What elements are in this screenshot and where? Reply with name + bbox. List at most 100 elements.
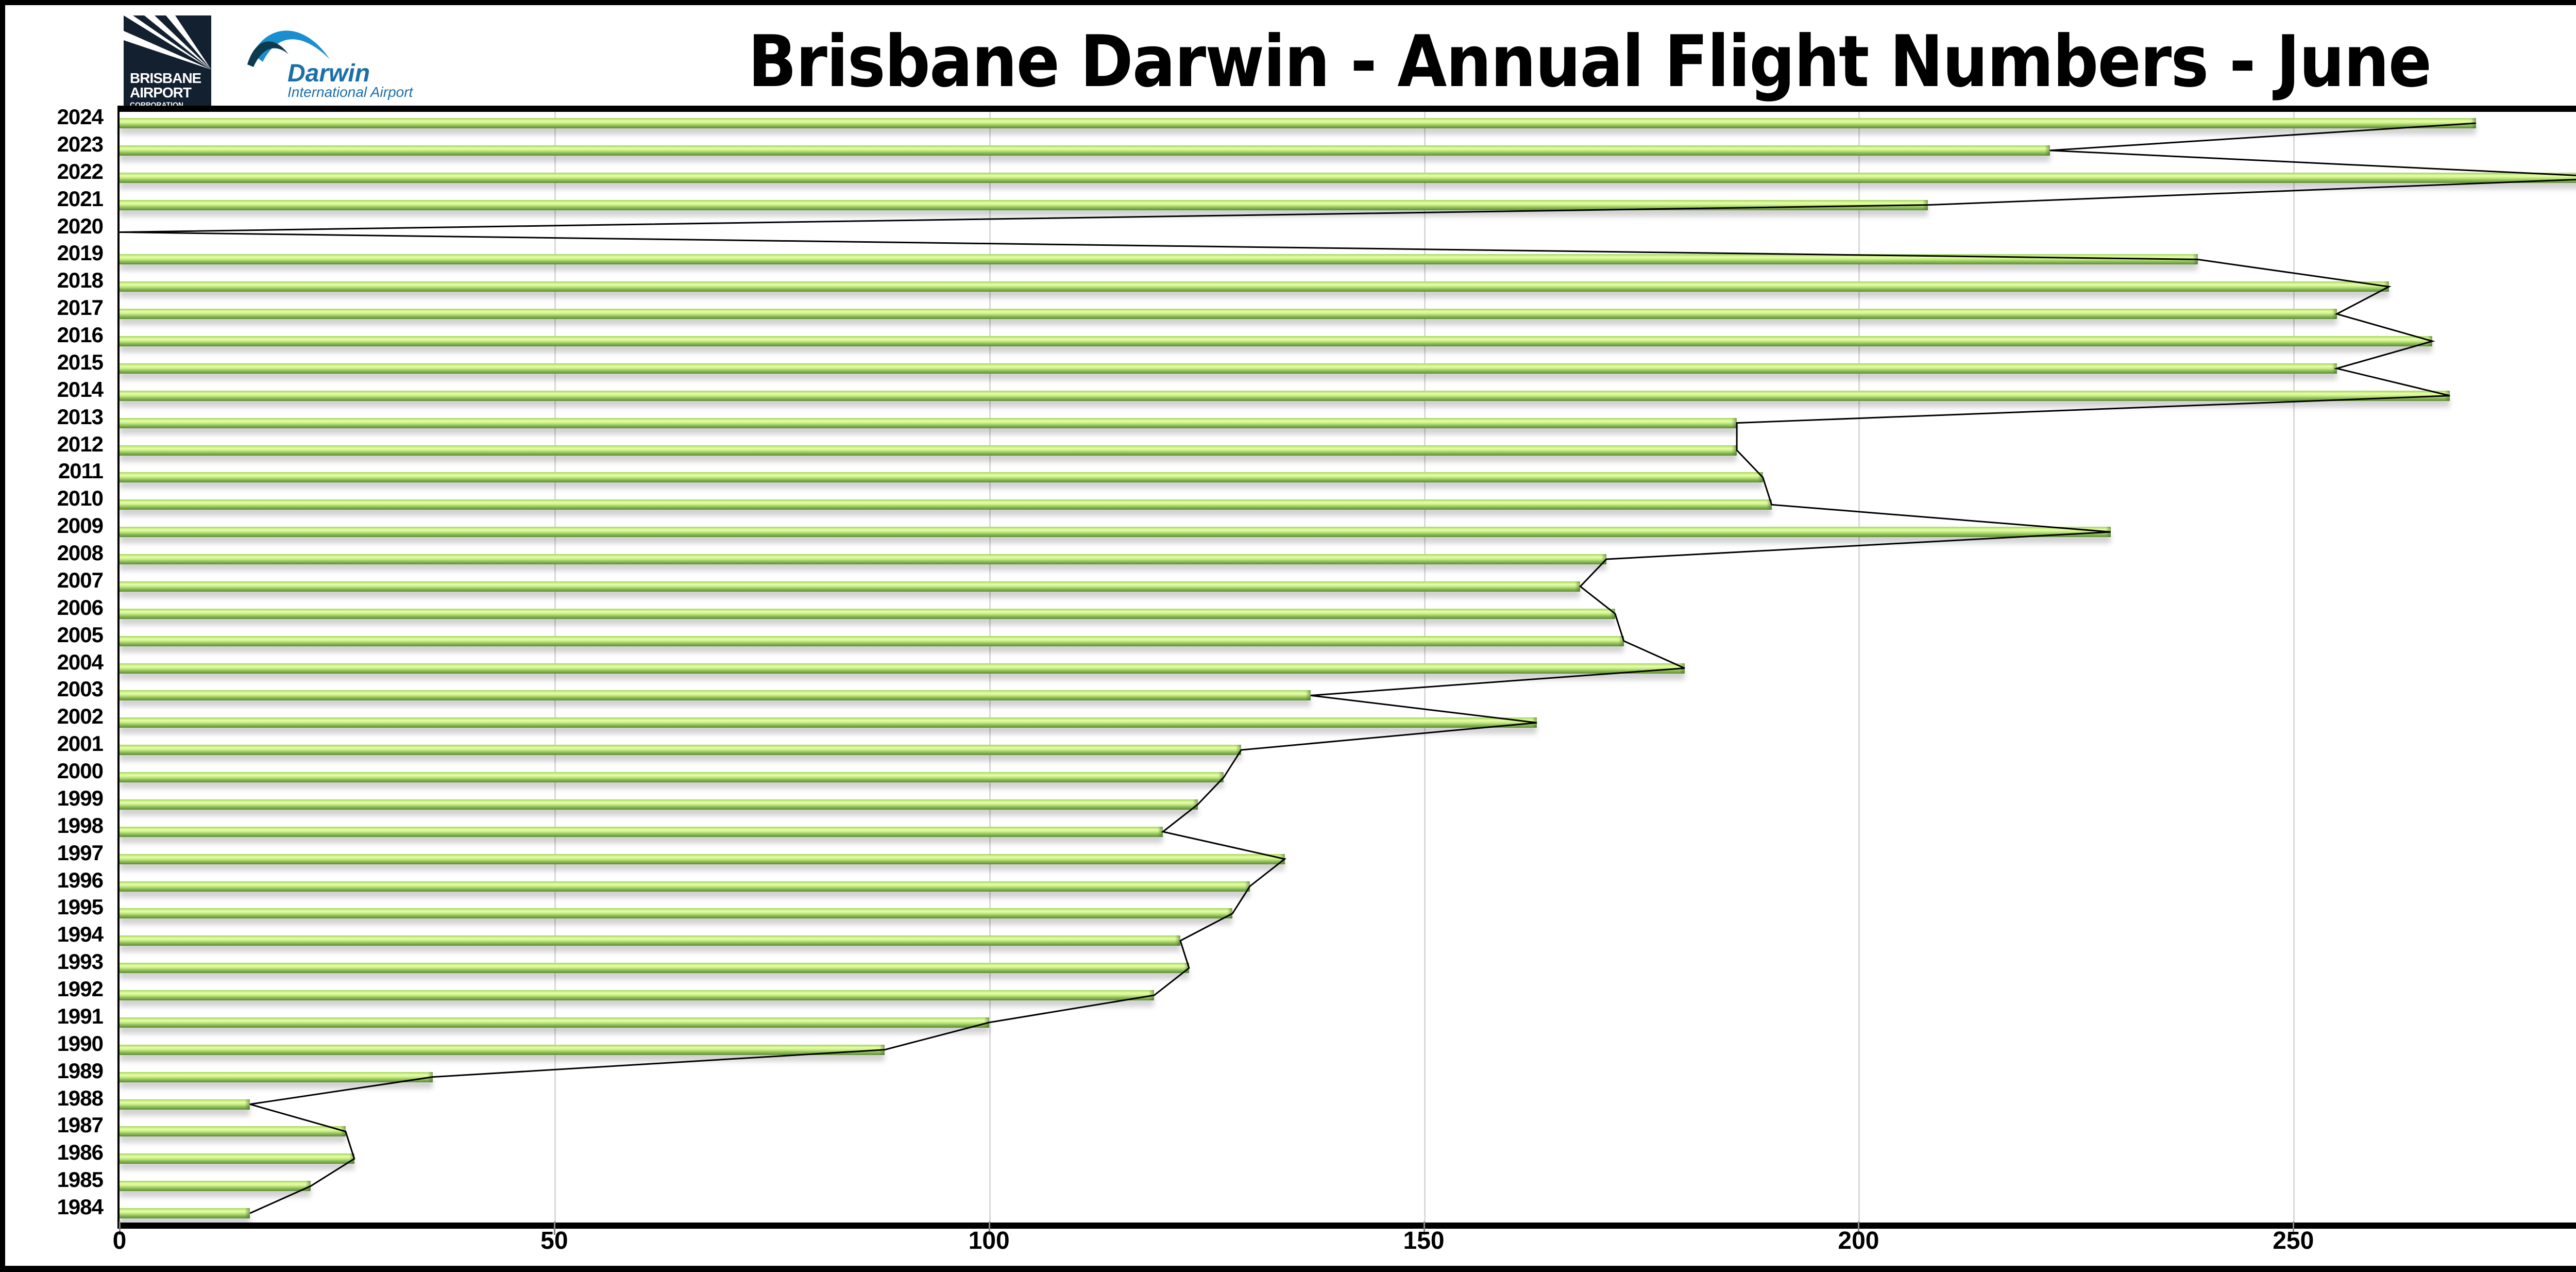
bar-2010: 190 (120, 499, 1772, 510)
bar-2001: 129 (120, 745, 1242, 756)
x-label-50: 50 (540, 1227, 568, 1254)
y-label-2017: 2017 (57, 295, 104, 320)
bar-1991: 100 (120, 1017, 989, 1028)
bar-2016: 266 (120, 336, 2433, 346)
y-label-1991: 1991 (57, 1003, 104, 1028)
bar-2018: 261 (120, 281, 2389, 292)
y-label-2012: 2012 (57, 431, 104, 456)
y-label-2020: 2020 (57, 213, 104, 238)
y-label-1996: 1996 (57, 867, 104, 892)
bar-2011: 189 (120, 472, 1763, 483)
logo-line-2: AIRPORT (130, 85, 192, 101)
bar-1990: 88 (120, 1044, 885, 1055)
y-label-1986: 1986 (57, 1140, 104, 1165)
y-label-2002: 2002 (57, 704, 104, 729)
bar-2007: 168 (120, 581, 1581, 592)
bar-2008: 171 (120, 554, 1606, 564)
x-label-250: 250 (2273, 1227, 2314, 1254)
bar-2022: 288 (120, 172, 2576, 183)
bar-1999: 124 (120, 799, 1198, 810)
y-label-2008: 2008 (57, 541, 104, 565)
bar-1996: 130 (120, 881, 1250, 892)
x-tick (553, 1221, 555, 1235)
y-label-2003: 2003 (57, 677, 104, 701)
x-tick (2293, 1221, 2295, 1235)
bar-2017: 255 (120, 309, 2337, 320)
bar-2013: 186 (120, 417, 1737, 428)
y-label-2007: 2007 (57, 567, 104, 592)
x-label-200: 200 (1838, 1227, 1879, 1254)
y-label-2011: 2011 (58, 459, 104, 483)
y-label-2009: 2009 (57, 513, 104, 538)
swoosh-icon (247, 30, 330, 67)
y-label-2010: 2010 (57, 486, 104, 511)
y-label-1998: 1998 (57, 813, 104, 838)
y-label-2006: 2006 (57, 595, 104, 620)
y-label-1992: 1992 (57, 977, 104, 1001)
x-tick (988, 1221, 990, 1235)
chart-canvas: BRISBANE AIRPORT CORPORATION Darwin Inte… (5, 5, 2576, 1266)
bar-2012: 186 (120, 445, 1737, 456)
bar-1992: 119 (120, 990, 1155, 1000)
bar-2000: 127 (120, 772, 1224, 782)
y-label-1995: 1995 (57, 895, 104, 919)
y-label-1999: 1999 (57, 785, 104, 810)
y-label-1988: 1988 (57, 1085, 104, 1110)
bar-1994: 122 (120, 935, 1180, 946)
x-tick (1423, 1221, 1425, 1235)
bar-2014: 268 (120, 390, 2450, 401)
y-label-2016: 2016 (57, 323, 104, 347)
y-label-1987: 1987 (57, 1113, 104, 1137)
y-label-2015: 2015 (57, 349, 104, 374)
y-label-2013: 2013 (57, 404, 104, 429)
y-label-1994: 1994 (57, 922, 104, 947)
y-label-2019: 2019 (57, 241, 104, 265)
x-label-0: 0 (112, 1227, 127, 1254)
bar-2009: 229 (120, 527, 2111, 538)
darwin-airport-logo: Darwin International Airport (247, 23, 433, 101)
bar-1997: 134 (120, 853, 1285, 864)
y-label-2021: 2021 (57, 186, 104, 211)
x-label-150: 150 (1403, 1227, 1445, 1254)
y-label-2024: 2024 (57, 105, 104, 129)
darwin-name: Darwin (287, 60, 370, 87)
bar-2021: 208 (120, 199, 1928, 210)
bar-2003: 137 (120, 690, 1311, 701)
bar-1989: 36 (120, 1072, 433, 1082)
bar-1993: 123 (120, 963, 1189, 974)
bar-1987: 26 (120, 1126, 346, 1137)
rays-icon (124, 15, 211, 70)
bar-2002: 163 (120, 717, 1537, 728)
y-label-1989: 1989 (57, 1058, 104, 1083)
x-tick (1858, 1221, 1860, 1235)
gridline (2293, 112, 2295, 1223)
x-label-100: 100 (968, 1227, 1010, 1254)
bar-2015: 255 (120, 363, 2337, 374)
bar-1998: 120 (120, 826, 1163, 837)
plot-area: 271 222 288 208 239 261 255 266 255 268 186 186 189 1… (117, 106, 2576, 1229)
bar-1988: 15 (120, 1099, 250, 1110)
bar-1986: 27 (120, 1153, 354, 1164)
y-label-2005: 2005 (57, 622, 104, 647)
bar-2005: 173 (120, 635, 1624, 646)
y-label-2004: 2004 (57, 649, 104, 674)
bar-1995: 128 (120, 908, 1233, 919)
brisbane-airport-logo: BRISBANE AIRPORT CORPORATION (124, 15, 211, 106)
bar-1984: 15 (120, 1208, 250, 1218)
logo-line-1: BRISBANE (130, 70, 201, 86)
y-label-1993: 1993 (57, 949, 104, 974)
logo-line-3: CORPORATION (130, 101, 183, 106)
y-label-1997: 1997 (57, 840, 104, 865)
y-label-2018: 2018 (57, 268, 104, 293)
bar-2023: 222 (120, 145, 2050, 156)
bar-2024: 271 (120, 118, 2476, 128)
bar-2019: 239 (120, 254, 2198, 265)
gridline (1858, 112, 1860, 1223)
bar-2004: 180 (120, 663, 1685, 674)
y-label-1984: 1984 (57, 1195, 104, 1219)
y-label-1985: 1985 (57, 1167, 104, 1192)
bar-2006: 172 (120, 608, 1615, 619)
x-tick (119, 1221, 121, 1235)
y-label-1990: 1990 (57, 1031, 104, 1056)
y-label-2014: 2014 (57, 377, 104, 401)
